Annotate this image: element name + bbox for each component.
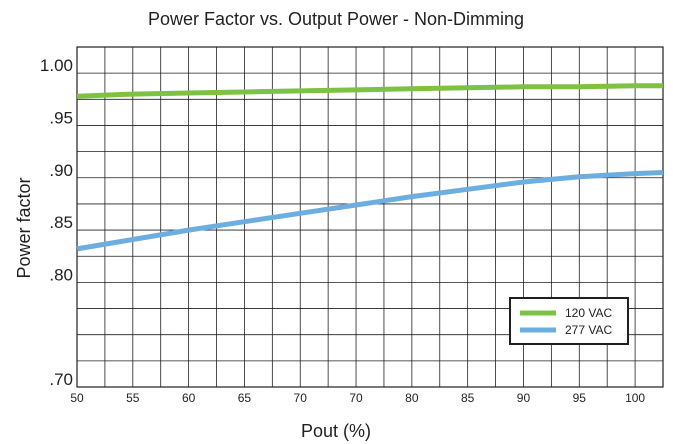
grid [77, 47, 663, 387]
y-tick-label: .85 [49, 213, 73, 232]
x-tick-label: 85 [461, 391, 475, 405]
series-layer [76, 83, 664, 252]
y-tick-label: .90 [49, 161, 73, 180]
legend-box [509, 297, 629, 345]
y-tick-label: 1.00 [40, 56, 73, 75]
x-tick-label: 90 [517, 391, 531, 405]
y-axis-label: Power factor [14, 177, 34, 278]
legend: 120 VAC 277 VAC [509, 297, 629, 345]
series-line-277-vac [76, 170, 664, 252]
y-tick-label: .95 [49, 108, 73, 127]
x-tick-label: 55 [126, 391, 140, 405]
plot-frame [76, 46, 664, 388]
x-axis-label: Pout (%) [301, 421, 371, 441]
chart-title: Power Factor vs. Output Power - Non-Dimm… [148, 9, 524, 29]
x-tick-label: 80 [405, 391, 419, 405]
y-tick-labels: .70 .80 .85 .90 .95 1.00 [40, 56, 73, 389]
x-tick-label: 70 [294, 391, 308, 405]
legend-label-277-vac: 277 VAC [565, 323, 612, 337]
x-tick-labels: 50 55 60 65 70 70 80 85 90 95 100 [70, 391, 645, 405]
x-tick-label: 65 [238, 391, 252, 405]
x-tick-label: 70 [349, 391, 363, 405]
x-tick-label: 100 [625, 391, 645, 405]
series-line-120-vac [76, 83, 663, 99]
x-tick-label: 50 [70, 391, 84, 405]
plot-border [76, 46, 664, 388]
x-tick-label: 60 [182, 391, 196, 405]
y-tick-label: .80 [49, 265, 73, 284]
y-tick-label: .70 [49, 370, 73, 389]
legend-label-120-vac: 120 VAC [565, 306, 612, 320]
x-tick-label: 95 [573, 391, 587, 405]
